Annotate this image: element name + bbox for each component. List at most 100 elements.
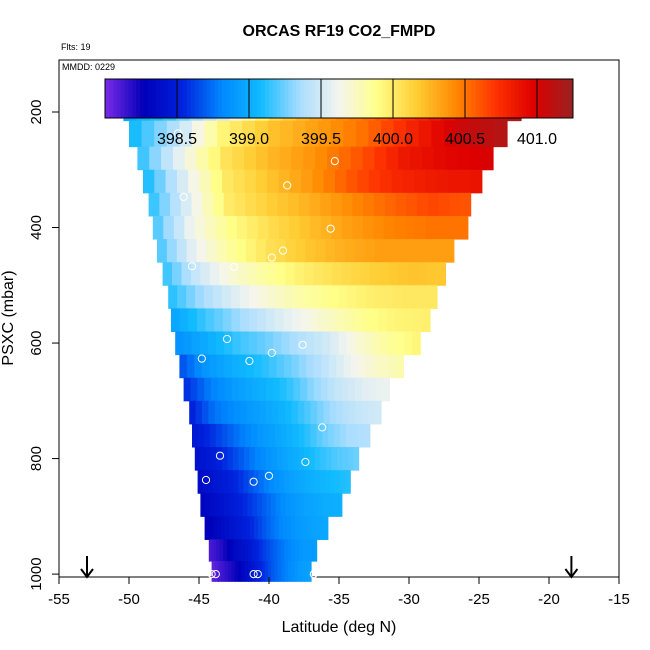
heatmap-cell [305,239,316,263]
heatmap-cell [195,285,205,309]
heatmap-cell [290,516,296,540]
colorbar-frame [104,78,574,119]
heatmap-cell [183,377,192,402]
heatmap-cell [274,561,279,582]
heatmap-cell [352,423,359,448]
heatmap-cell [221,285,232,309]
heatmap-cell [349,400,357,425]
heatmap-cell [186,239,198,263]
heatmap-cell [186,354,195,379]
heatmap-cell [137,146,150,171]
colorbar-segment [498,79,504,118]
colorbar-segment [222,79,227,118]
data-point [278,246,288,255]
heatmap-cell [233,447,240,471]
colorbar-segment [366,79,371,118]
heatmap-cell [233,493,239,517]
data-point [267,253,276,262]
colorbar-segment [346,79,352,118]
heatmap-cell [398,146,411,171]
heatmap-cell [206,239,217,263]
heatmap-cell [278,470,285,494]
colorbar-segment [401,79,406,118]
heatmap-cell [403,331,413,356]
heatmap-cell [274,423,282,448]
heatmap-cell [285,239,297,263]
heatmap-cell [306,354,315,379]
heatmap-cell [469,146,482,171]
x-tick-label: -55 [48,591,70,608]
heatmap-cell [162,262,173,286]
colorbar-segment [147,79,153,118]
heatmap-cell [305,539,311,562]
heatmap-cell [355,120,369,148]
heatmap-cell [217,377,226,402]
colorbar-tick-label: 399.5 [301,131,341,148]
heatmap-cell [179,354,188,379]
heatmap-cell [154,169,167,194]
heatmap-cell [263,470,270,494]
heatmap-cell [205,447,212,471]
heatmap-cell [294,561,299,582]
data-point [312,562,321,571]
heatmap-cell [320,377,329,402]
colorbar-segment [319,79,324,118]
colorbar-segment [409,79,414,118]
heatmap-cell [240,308,250,332]
heatmap-cell [438,192,450,217]
heatmap-cell [210,169,223,194]
heatmap-cell [244,146,257,171]
colorbar-segment [389,79,395,118]
y-tick-label: 200 [28,99,45,124]
heatmap-cell [269,539,275,562]
heatmap-cell [470,169,483,194]
heatmap-cell [266,493,272,517]
heatmap-cell [261,354,270,379]
heatmap-cell [194,447,201,471]
heatmap-cell [340,423,347,448]
heatmap-cell [204,285,214,309]
data-point [267,348,276,357]
heatmap-cell [259,400,267,425]
heatmap-cell [327,493,333,517]
heatmap-cell [204,120,218,148]
heatmap-cell [209,493,216,517]
heatmap-cell [263,423,270,448]
heatmap-cell [301,561,305,582]
heatmap-cell [346,331,356,356]
colorbar-segment [417,79,422,118]
heatmap-cell [354,239,366,263]
colorbar-segment [116,79,122,118]
heatmap-cell [357,169,370,194]
heatmap-cell [316,423,323,448]
colorbar-segment [144,79,149,118]
heatmap-cell [291,146,304,171]
heatmap-cell [284,539,289,562]
colorbar-segment [448,79,453,118]
x-axis: -55 -50 -45 -40 -35 -30 -25 -20 -15 [48,577,630,608]
heatmap-cell [299,516,304,540]
heatmap-cell [304,262,315,286]
heatmap-cell [238,447,245,471]
colorbar-segment [229,79,235,118]
heatmap-cell [322,493,329,517]
colorbar-segment [467,79,473,118]
heatmap-cell [261,493,267,517]
heatmap-cell [322,331,331,356]
heatmap-cell [233,423,241,448]
heatmap-cell [314,331,323,356]
colorbar-segment [198,79,203,118]
heatmap-cell [275,493,282,517]
heatmap-cell [179,120,193,148]
heatmap-cell [212,539,217,562]
colorbar-segment [194,79,200,118]
heatmap-cell [336,447,343,471]
heatmap-cell [255,192,268,217]
heatmap-cell [201,400,209,425]
colorbar-segment [151,79,157,118]
heatmap-cell [190,262,201,286]
colorbar-segment [471,79,476,118]
heatmap-cell [245,516,251,540]
heatmap-cell [394,239,405,263]
